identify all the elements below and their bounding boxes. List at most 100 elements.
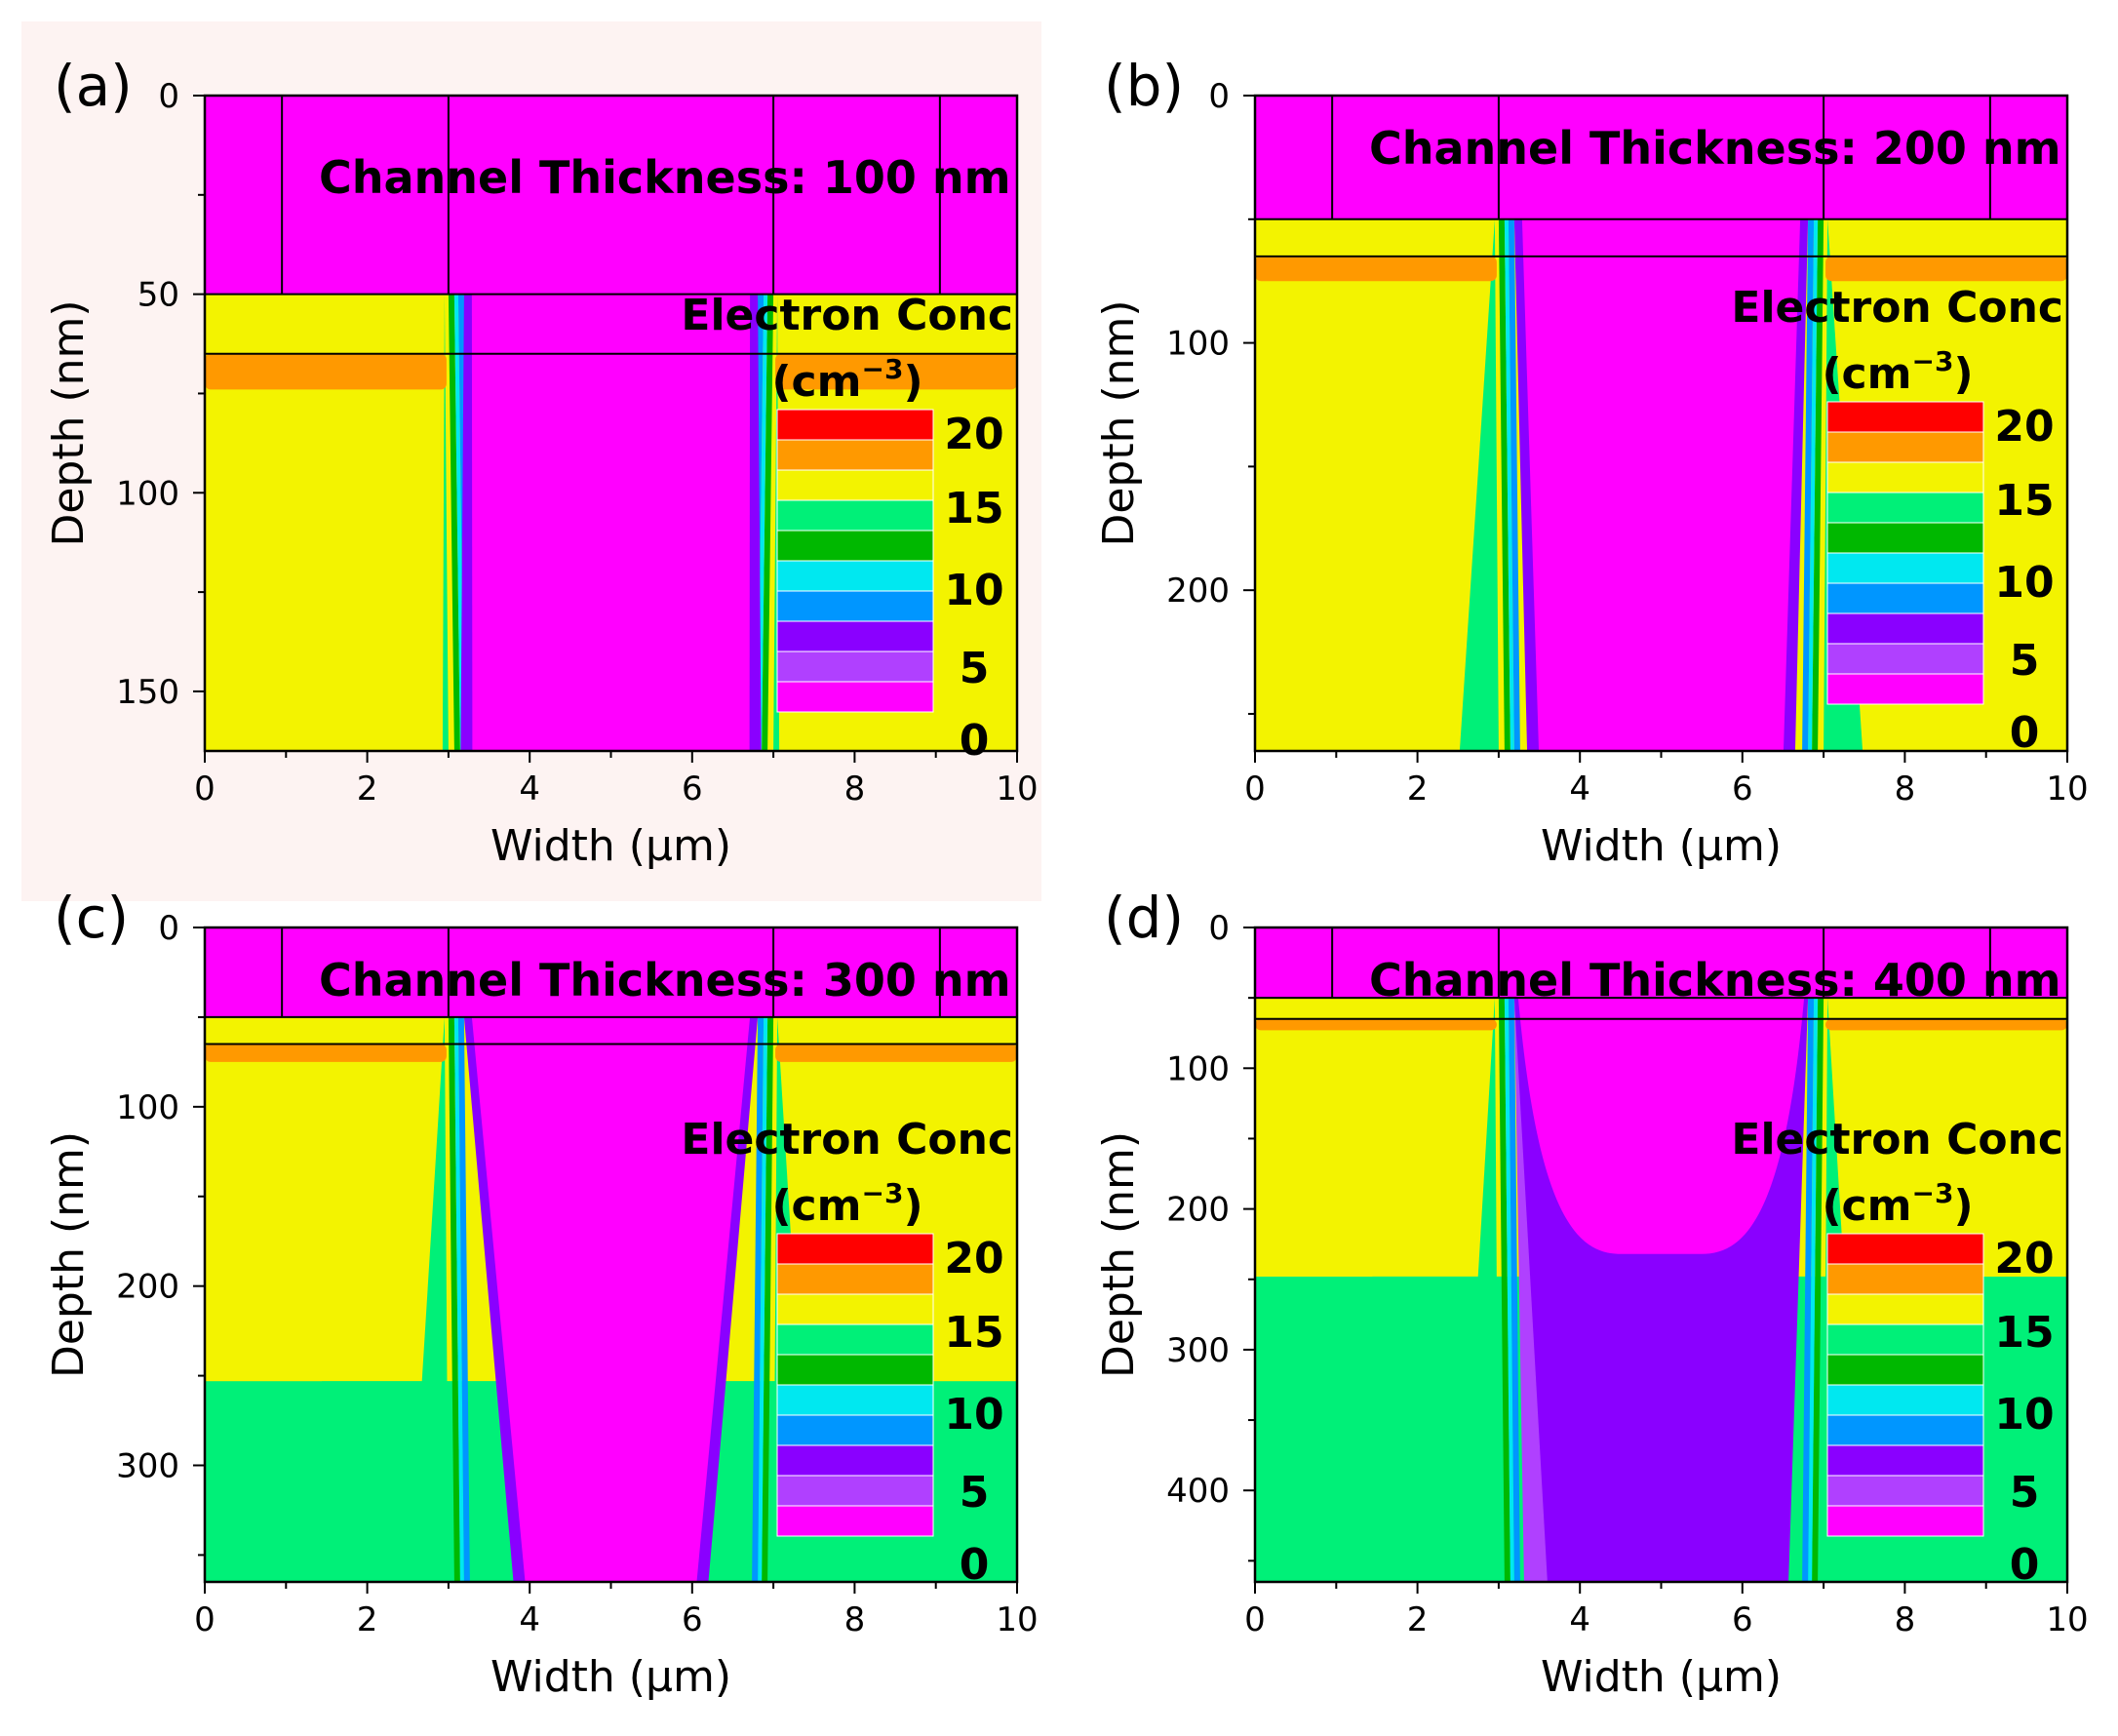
legend-swatch	[776, 1414, 934, 1446]
strip-right	[1802, 998, 1815, 1582]
legend-title: Electron Conc	[1731, 1115, 2063, 1164]
y-tick-label: 0	[1208, 77, 1230, 116]
legend-swatch	[776, 1293, 934, 1325]
legend-tick-label: 10	[944, 566, 1003, 615]
y-tick-label: 0	[158, 909, 179, 948]
x-tick-label: 10	[2046, 1600, 2088, 1639]
x-axis-title: Width (μm)	[1541, 821, 1782, 871]
legend-unit-sup: −3	[1911, 1177, 1953, 1209]
legend-swatch	[1826, 643, 1984, 675]
legend-tick-label: 0	[2010, 708, 2040, 758]
wedge-green-left	[442, 294, 449, 751]
legend-swatch	[1826, 1233, 1984, 1265]
channel-thickness-annotation: Channel Thickness: 400 nm	[1369, 954, 2061, 1006]
strip-left	[1504, 998, 1514, 1582]
wedge-green-left	[409, 1016, 449, 1582]
strip-left	[1498, 218, 1510, 751]
legend-swatch	[1826, 1384, 1984, 1416]
band-orange-right	[775, 1044, 1017, 1062]
wedge-green-left	[1459, 998, 1499, 1582]
legend-swatch	[1826, 401, 1984, 433]
y-tick-label: 150	[116, 673, 179, 712]
y-tick-label: 0	[158, 77, 179, 116]
y-axis-title: Depth (nm)	[1094, 1131, 1144, 1378]
legend-swatch	[1826, 1263, 1984, 1295]
legend-swatch	[776, 1505, 934, 1537]
legend-unit-sup: −3	[1911, 345, 1953, 377]
legend-swatch	[1826, 1414, 1984, 1446]
y-tick-label: 300	[1166, 1331, 1230, 1370]
strip-right	[752, 1016, 765, 1582]
legend-tick-label: 5	[2010, 1468, 2040, 1518]
strip-right	[1808, 998, 1819, 1582]
legend-tick-label: 0	[960, 1540, 990, 1590]
x-tick-label: 6	[1732, 769, 1753, 809]
strip-right	[758, 1016, 768, 1582]
legend-swatch	[1826, 431, 1984, 463]
x-tick-label: 4	[1569, 1600, 1590, 1639]
layer-top-magenta	[1255, 96, 2067, 219]
legend-unit: (cm−3)	[771, 1177, 922, 1231]
legend-swatch	[776, 469, 934, 501]
legend-tick-label: 20	[1994, 402, 2054, 452]
legend-tick-label: 10	[944, 1390, 1003, 1440]
legend-swatch	[1826, 1475, 1984, 1507]
legend-swatch	[776, 499, 934, 532]
legend-tick-label: 5	[960, 644, 990, 693]
plot-area	[1255, 96, 2067, 751]
legend-unit: (cm−3)	[1822, 345, 1973, 399]
y-tick-label: 0	[1208, 909, 1230, 948]
region-yellow-left	[205, 1016, 447, 1382]
legend-swatch	[776, 590, 934, 622]
band-orange-left	[1255, 1018, 1497, 1031]
panel-label: (a)	[54, 53, 133, 119]
legend-unit-sup: −3	[861, 1177, 903, 1209]
x-axis-title: Width (μm)	[490, 821, 731, 871]
strip-right	[762, 294, 774, 751]
x-tick-label: 2	[357, 1600, 378, 1639]
legend: Electron Conc (cm−3) 20 15 10 5 0	[681, 1115, 1013, 1590]
legend-unit-close: )	[1953, 349, 1973, 399]
y-tick-label: 200	[1166, 572, 1230, 611]
legend-tick-label: 5	[2010, 636, 2040, 686]
legend-swatch	[776, 530, 934, 562]
panel-label: (d)	[1104, 885, 1184, 951]
strip-right	[1812, 998, 1824, 1582]
legend-swatch	[1826, 461, 1984, 493]
legend-swatch	[1826, 612, 1984, 645]
legend: Electron Conc (cm−3) 20 15 10 5 0	[1731, 1115, 2063, 1590]
legend: Electron Conc (cm−3) 20 15 10 5 0	[1731, 283, 2063, 758]
legend-tick-label: 0	[2010, 1540, 2040, 1590]
legend-tick-label: 10	[1994, 1390, 2054, 1440]
legend-unit-close: )	[1953, 1181, 1973, 1231]
y-axis-title: Depth (nm)	[44, 1131, 94, 1378]
strip-left	[1498, 998, 1510, 1582]
x-tick-label: 4	[519, 769, 540, 809]
legend-swatch	[776, 560, 934, 592]
legend-tick-label: 10	[1994, 558, 2054, 608]
y-axis-title: Depth (nm)	[44, 299, 94, 546]
legend-swatch	[776, 681, 934, 713]
x-tick-label: 2	[357, 769, 378, 809]
legend-unit: (cm−3)	[1822, 1177, 1973, 1231]
strip-left	[1508, 998, 1520, 1582]
strip-right	[1808, 218, 1819, 751]
x-tick-label: 6	[682, 1600, 703, 1639]
legend-swatch	[776, 1263, 934, 1295]
strip-left	[453, 1016, 464, 1582]
x-tick-label: 2	[1407, 769, 1429, 809]
legend-swatch	[776, 1444, 934, 1477]
legend-swatch	[1826, 522, 1984, 554]
legend-swatch	[1826, 582, 1984, 614]
legend-tick-label: 20	[1994, 1234, 2054, 1283]
legend-swatch	[776, 620, 934, 652]
x-tick-label: 10	[2046, 769, 2088, 809]
layer-top-magenta	[1255, 927, 2067, 999]
region-violet-light-left	[1513, 998, 1548, 1582]
strip-left	[448, 1016, 460, 1582]
strip-left	[448, 294, 460, 751]
y-tick-label: 100	[116, 474, 179, 513]
